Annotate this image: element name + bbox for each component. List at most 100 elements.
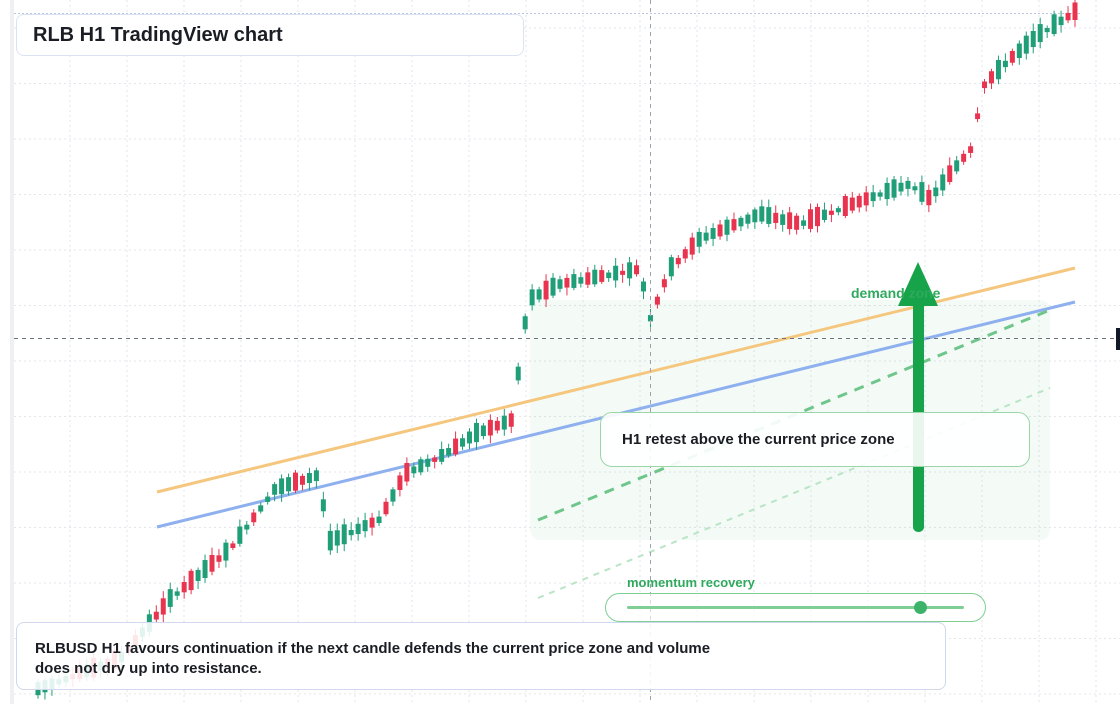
candle-body <box>752 209 758 223</box>
candle-body <box>313 470 319 482</box>
candle-body <box>529 289 535 306</box>
candle-body <box>585 272 591 285</box>
candle <box>355 517 361 541</box>
candle-body <box>592 269 598 285</box>
candle-body <box>794 215 800 230</box>
candle <box>390 487 396 506</box>
candle <box>508 410 514 434</box>
candle-body <box>355 523 361 535</box>
candle-body <box>202 560 208 578</box>
candle-body <box>835 208 841 213</box>
candle-body <box>153 611 159 620</box>
candle <box>557 275 563 293</box>
candle-body <box>223 542 229 561</box>
chart-title-box: RLB H1 TradingView chart <box>16 14 524 56</box>
candle <box>258 502 264 514</box>
candle <box>1058 10 1064 33</box>
candle-body <box>251 512 257 523</box>
candle-body <box>787 212 793 230</box>
candle-body <box>905 180 911 189</box>
candle <box>446 443 452 458</box>
candle <box>870 184 876 208</box>
candle <box>1044 25 1050 38</box>
candle <box>320 491 326 518</box>
candle <box>682 246 688 263</box>
candle <box>640 277 646 300</box>
candle <box>738 215 744 232</box>
candle-body <box>912 186 918 191</box>
candle-body <box>383 501 389 515</box>
candle <box>842 193 848 219</box>
candle-body <box>1016 43 1022 59</box>
candle-body <box>759 206 765 222</box>
candle <box>480 422 486 440</box>
candle <box>968 142 974 158</box>
candle <box>473 418 479 450</box>
candle <box>759 199 765 225</box>
candle <box>181 575 187 599</box>
candle <box>383 497 389 517</box>
retest-callout: H1 retest above the current price zone <box>600 412 1030 467</box>
candle-body <box>258 505 264 512</box>
momentum-slider-track <box>627 606 964 609</box>
candle-body <box>1072 2 1078 21</box>
price-marker <box>1116 328 1120 350</box>
candle <box>397 472 403 497</box>
candle-body <box>1009 50 1015 63</box>
candle-body <box>647 315 653 322</box>
candle <box>425 454 431 472</box>
candle-body <box>849 197 855 211</box>
candle-body <box>265 496 271 502</box>
candle <box>1037 17 1043 49</box>
candle <box>195 567 201 589</box>
candle-body <box>508 413 514 427</box>
momentum-slider-knob[interactable] <box>913 601 927 614</box>
candle <box>404 457 410 486</box>
candle <box>209 547 215 576</box>
candle-body <box>968 146 974 153</box>
candle-body <box>954 160 960 172</box>
candle <box>982 78 988 94</box>
candle <box>348 522 354 541</box>
candle-body <box>801 220 807 226</box>
candle-body <box>557 279 563 289</box>
candle <box>905 177 911 197</box>
momentum-slider[interactable] <box>605 593 986 622</box>
candle <box>745 212 751 229</box>
candle-body <box>279 478 285 495</box>
candle <box>696 227 702 254</box>
candle <box>487 414 493 444</box>
candle-body <box>494 420 500 431</box>
candle-body <box>230 543 236 549</box>
candle <box>501 408 507 436</box>
demand-zone-label: demand zone <box>851 285 941 301</box>
candle <box>926 184 932 213</box>
candle <box>494 416 500 434</box>
candle-body <box>501 415 507 430</box>
candle-body <box>237 526 243 544</box>
candle <box>724 216 730 242</box>
arrow-up-icon <box>898 262 938 306</box>
retest-callout-text: H1 retest above the current price zone <box>622 431 895 448</box>
candle-body <box>515 366 521 381</box>
candle-body <box>174 591 180 596</box>
candle-body <box>995 59 1001 80</box>
candle-body <box>710 228 716 239</box>
candle <box>418 456 424 476</box>
candle-body <box>780 214 786 225</box>
candle <box>362 512 368 538</box>
candle-body <box>933 187 939 197</box>
candle-body <box>578 277 584 284</box>
candle-body <box>320 499 326 512</box>
candle-body <box>1002 60 1008 68</box>
candle <box>1051 10 1057 37</box>
candle <box>334 523 340 554</box>
candle-body <box>947 165 953 182</box>
candle <box>828 204 834 223</box>
candle-body <box>1037 24 1043 43</box>
candle-body <box>961 153 967 162</box>
candle <box>961 150 967 165</box>
candle <box>821 202 827 223</box>
candle-body <box>272 484 278 495</box>
